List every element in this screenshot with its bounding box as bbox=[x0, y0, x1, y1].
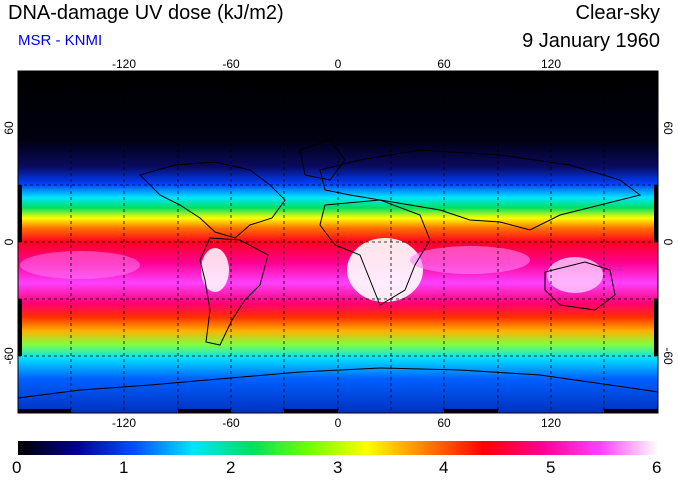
coastline-north-america bbox=[139, 161, 286, 239]
frame-tick-bars bbox=[18, 71, 658, 413]
map-title: DNA-damage UV dose (kJ/m2) bbox=[8, 2, 284, 24]
hotspot-pacific bbox=[20, 251, 140, 279]
lat-tick-left-label: -60 bbox=[2, 347, 16, 365]
coastline-australia bbox=[544, 261, 616, 311]
lon-tick-top-label: 0 bbox=[335, 57, 342, 71]
coastline-greenland bbox=[299, 139, 346, 181]
frame-bar-top bbox=[18, 71, 71, 75]
frame-bar-bottom bbox=[444, 409, 498, 413]
colorbar-label: 2 bbox=[226, 458, 236, 477]
frame-bar-bottom bbox=[18, 409, 71, 413]
frame-bar-bottom bbox=[284, 409, 338, 413]
frame-bar-left bbox=[18, 185, 22, 242]
lon-tick-top-label: 120 bbox=[541, 57, 561, 71]
lat-tick-right-label: -60 bbox=[661, 347, 675, 365]
colorbar-label: 1 bbox=[119, 458, 129, 477]
map-subtitle: MSR - KNMI bbox=[18, 32, 103, 49]
frame-bar-bottom bbox=[178, 409, 231, 413]
hotspot-south-america bbox=[201, 248, 229, 292]
sky-condition: Clear-sky bbox=[575, 2, 660, 24]
frame-bar-top bbox=[284, 71, 338, 75]
map-area bbox=[18, 71, 658, 413]
frame-bar-top bbox=[444, 71, 498, 75]
lon-tick-bottom-label: -120 bbox=[112, 416, 136, 430]
map-frame: -120 -60 0 60 120 -120 -60 0 60 120 60 0… bbox=[2, 57, 675, 430]
colorbar bbox=[18, 441, 658, 455]
map-date: 9 January 1960 bbox=[522, 30, 660, 52]
hotspot-indian-ocean bbox=[410, 246, 530, 274]
hotspot-africa bbox=[347, 238, 423, 302]
frame-bar-bottom bbox=[604, 409, 658, 413]
lat-tick-left-label: 0 bbox=[2, 238, 16, 245]
colorbar-label: 5 bbox=[546, 458, 556, 477]
lon-tick-bottom-label: 120 bbox=[541, 416, 561, 430]
lat-tick-left-label: 60 bbox=[2, 121, 16, 135]
graticule bbox=[18, 71, 658, 413]
lon-tick-bottom-label: -60 bbox=[222, 416, 240, 430]
lon-tick-top-label: -60 bbox=[222, 57, 240, 71]
lon-tick-bottom-label: 0 bbox=[335, 416, 342, 430]
uv-hotspots bbox=[20, 238, 603, 302]
coastline-eurasia bbox=[319, 149, 642, 231]
lon-tick-top-label: -120 bbox=[112, 57, 136, 71]
colorbar-label: 3 bbox=[333, 458, 343, 477]
hotspot-australia bbox=[547, 257, 603, 293]
colorbar-label: 4 bbox=[439, 458, 449, 477]
colorbar-label: 0 bbox=[12, 458, 22, 477]
frame-bar-right bbox=[654, 299, 658, 356]
lon-tick-bottom-label: 60 bbox=[437, 416, 451, 430]
frame-bar-right bbox=[654, 185, 658, 242]
frame-bar-left bbox=[18, 299, 22, 356]
coastline-antarctica bbox=[18, 367, 658, 399]
frame-bar-top bbox=[604, 71, 658, 75]
lat-tick-right-label: 60 bbox=[661, 121, 675, 135]
coastline-south-america bbox=[199, 237, 269, 346]
lat-tick-right-label: 0 bbox=[661, 239, 675, 246]
lon-tick-top-label: 60 bbox=[437, 57, 451, 71]
colorbar-label: 6 bbox=[652, 458, 662, 477]
frame-bar-top bbox=[178, 71, 231, 75]
